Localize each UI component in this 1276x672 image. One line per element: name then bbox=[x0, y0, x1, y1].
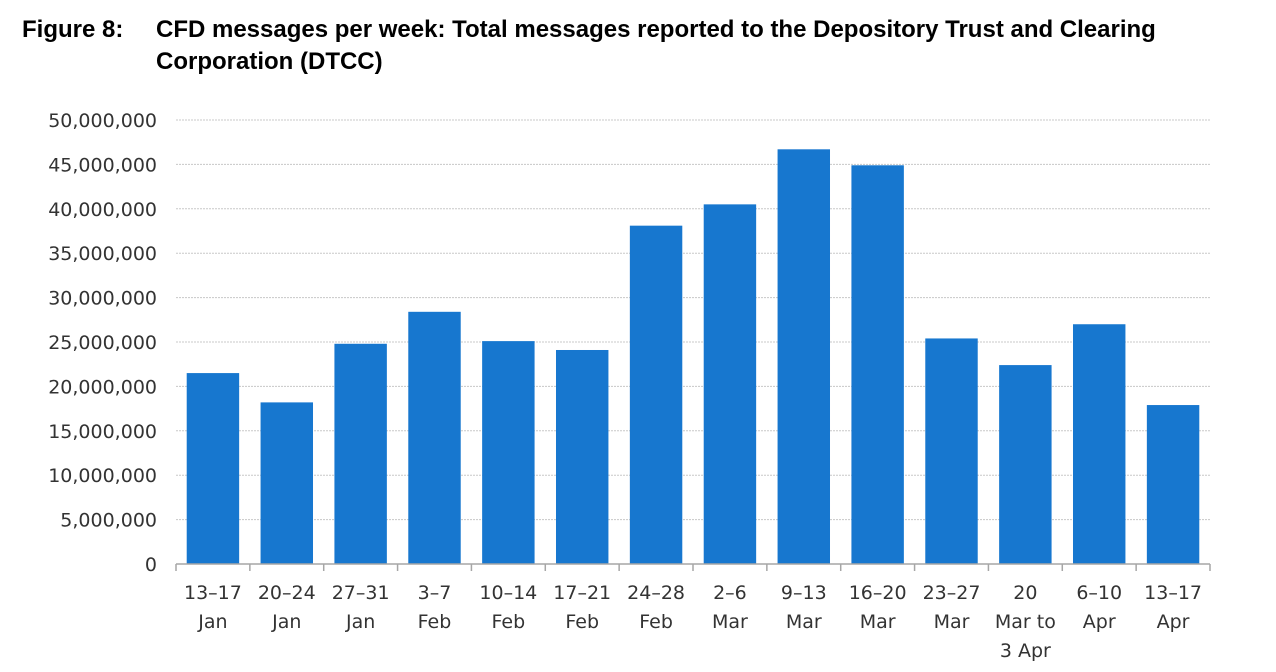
bar bbox=[260, 402, 314, 564]
y-tick-label: 25,000,000 bbox=[48, 332, 157, 354]
figure-number: Figure 8: bbox=[22, 16, 124, 43]
bar bbox=[629, 225, 683, 564]
x-category-label: 16–20 Mar bbox=[849, 582, 907, 633]
y-tick-label: 40,000,000 bbox=[48, 199, 157, 221]
figure-caption: CFD messages per week: Total messages re… bbox=[156, 16, 1156, 75]
x-category-label: 20 Mar to 3 Apr bbox=[995, 582, 1056, 662]
x-category-label: 3–7 Feb bbox=[418, 582, 452, 633]
x-axis-labels: 13–17 Jan 20–24 Jan 27–31 Jan 3–7 Feb 10–14 Feb 17… bbox=[184, 582, 1202, 662]
x-category-label: 20–24 Jan bbox=[258, 582, 316, 633]
x-category-label: 2–6 Mar bbox=[712, 582, 748, 633]
gridlines bbox=[176, 119, 1210, 521]
bar bbox=[408, 311, 461, 564]
bar bbox=[925, 338, 978, 564]
x-category-label: 17–21 Feb bbox=[553, 582, 611, 633]
x-category-label: 13–17 Jan bbox=[184, 582, 242, 633]
bar bbox=[1072, 324, 1126, 564]
bar bbox=[703, 204, 757, 565]
y-tick-label: 20,000,000 bbox=[48, 376, 157, 398]
bar bbox=[851, 165, 904, 564]
bar bbox=[482, 341, 535, 564]
x-category-label: 27–31 Jan bbox=[332, 582, 390, 633]
bar bbox=[999, 365, 1052, 564]
x-axis-ticks bbox=[175, 564, 1211, 571]
y-tick-label: 0 bbox=[145, 554, 157, 576]
y-tick-label: 10,000,000 bbox=[48, 465, 157, 487]
bar bbox=[1146, 405, 1200, 564]
bars bbox=[186, 149, 1200, 565]
bar bbox=[777, 149, 831, 564]
y-tick-label: 35,000,000 bbox=[48, 243, 157, 265]
x-category-label: 9–13 Mar bbox=[781, 582, 827, 633]
y-axis-ticks: 0 5,000,000 10,000,000 15,000,000 20,000,000… bbox=[48, 110, 157, 576]
x-category-label: 10–14 Feb bbox=[479, 582, 537, 633]
x-category-label: 13–17 Apr bbox=[1144, 582, 1202, 633]
x-category-label: 6–10 Apr bbox=[1076, 582, 1122, 633]
y-tick-label: 5,000,000 bbox=[60, 510, 157, 532]
x-category-label: 24–28 Feb bbox=[627, 582, 685, 633]
bar bbox=[555, 349, 609, 564]
x-category-label: 23–27 Mar bbox=[923, 582, 981, 633]
bar bbox=[186, 373, 240, 564]
y-tick-label: 15,000,000 bbox=[48, 421, 157, 443]
y-tick-label: 45,000,000 bbox=[48, 154, 157, 176]
bar bbox=[334, 343, 387, 564]
y-tick-label: 30,000,000 bbox=[48, 288, 157, 310]
y-tick-label: 50,000,000 bbox=[48, 110, 157, 132]
